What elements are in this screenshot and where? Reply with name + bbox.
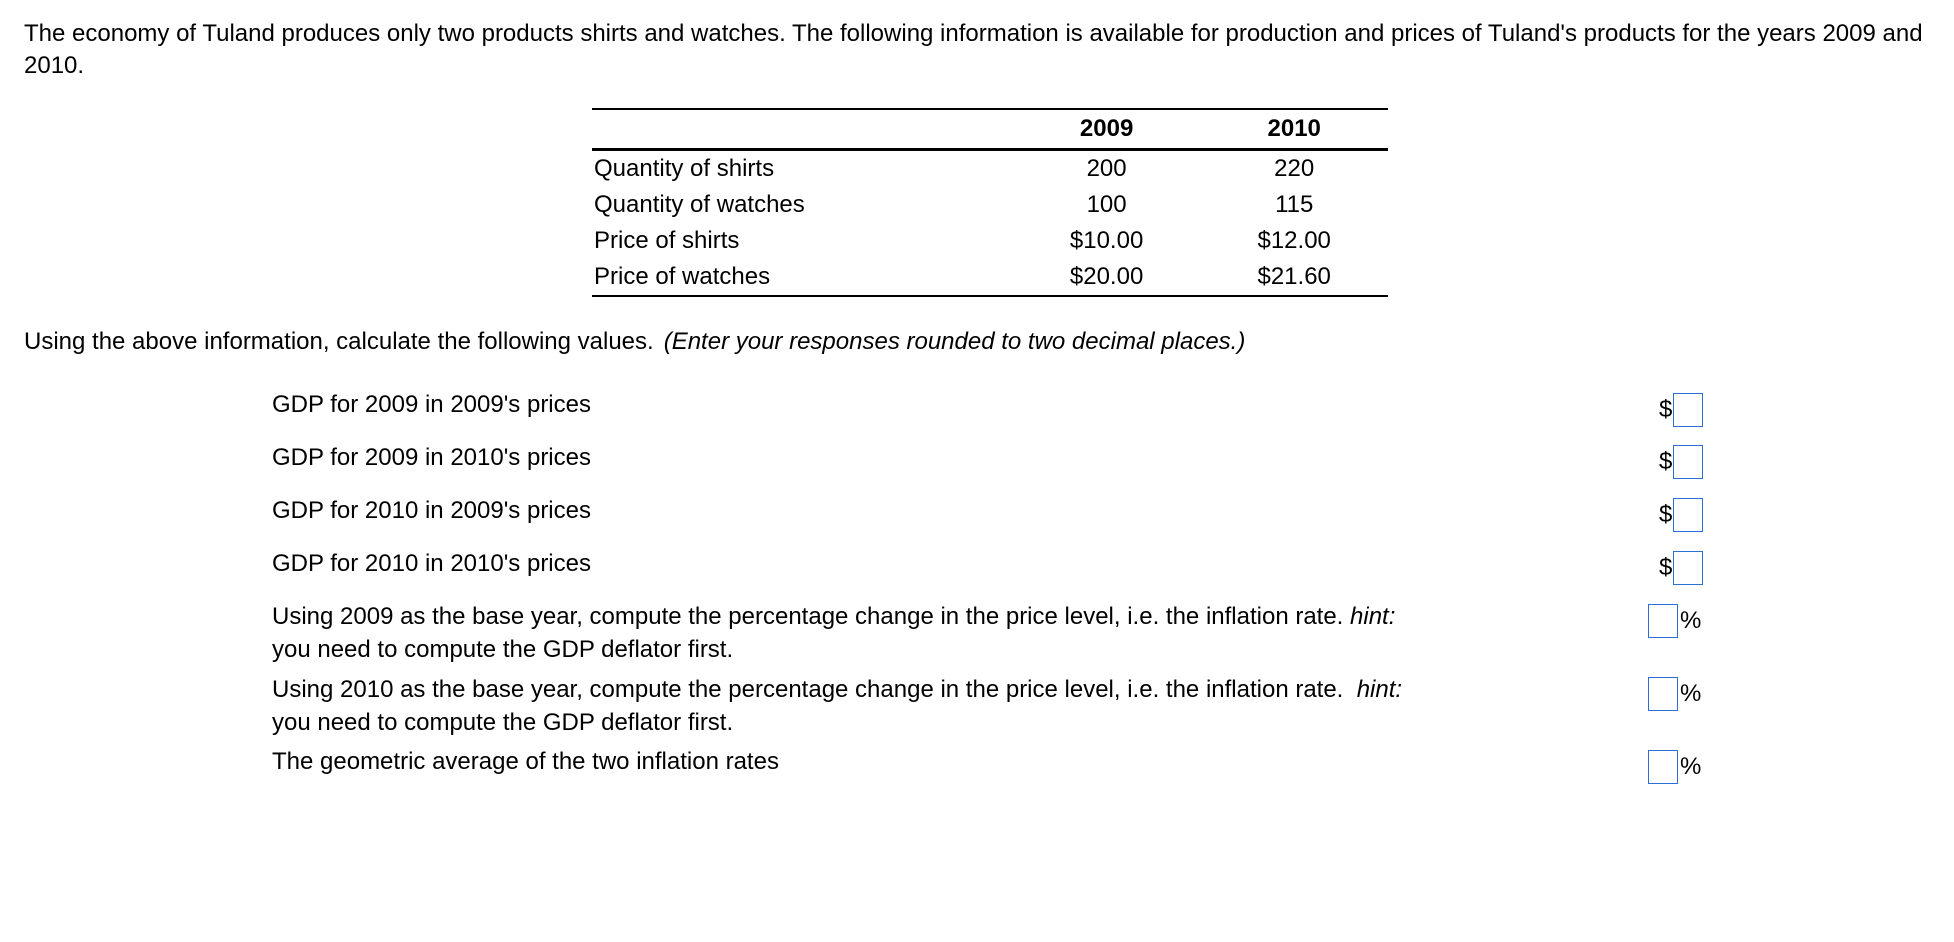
row-label: Price of watches [594, 263, 771, 290]
cell-2010: 115 [1275, 191, 1314, 218]
question-text-before: Using 2010 as the base year, compute the… [272, 676, 1344, 703]
cell-2010: 220 [1274, 155, 1315, 182]
table-row: Quantity of shirts 200 220 [592, 150, 1388, 188]
cell-2010: $12.00 [1257, 227, 1331, 254]
instruction-text: Using the above information, calculate t… [24, 328, 654, 355]
question-geometric-average: The geometric average of the two inflati… [272, 745, 1712, 778]
table-header-2009: 2009 [1079, 115, 1134, 142]
dollar-sign: $ [1659, 448, 1673, 475]
answer-inflation-base-2010: % [1648, 677, 1701, 711]
answer-gdp-2010-in-2010-prices: $ [1659, 551, 1704, 585]
question-text: GDP for 2010 in 2010's prices [272, 550, 591, 577]
question-text: Using 2010 as the base year, compute the… [272, 673, 1522, 739]
question-text: The geometric average of the two inflati… [272, 748, 779, 775]
table-header-blank [592, 109, 1013, 150]
gdp-2009-in-2009-prices-input[interactable] [1673, 393, 1704, 427]
gdp-2010-in-2009-prices-input[interactable] [1673, 498, 1704, 532]
instruction-note: (Enter your responses rounded to two dec… [663, 328, 1246, 355]
question-text: GDP for 2010 in 2009's prices [272, 497, 591, 524]
hint-label: hint: [1356, 676, 1403, 703]
question-text-after: you need to compute the GDP deflator fir… [272, 636, 734, 663]
question-gdp-2009-in-2009-prices: GDP for 2009 in 2009's prices [272, 388, 1712, 421]
question-text: Using 2009 as the base year, compute the… [272, 600, 1522, 666]
instruction: Using the above information, calculate t… [24, 326, 1245, 358]
table-header-row: 2009 2010 [592, 109, 1388, 150]
inflation-base-2010-input[interactable] [1648, 677, 1678, 711]
inflation-base-2009-input[interactable] [1648, 604, 1678, 638]
table-row: Quantity of watches 100 115 [592, 187, 1388, 223]
cell-2009: 200 [1086, 155, 1127, 182]
cell-2010: $21.60 [1257, 263, 1331, 290]
question-inflation-base-2009: Using 2009 as the base year, compute the… [272, 600, 1712, 666]
question-text: GDP for 2009 in 2010's prices [272, 444, 591, 471]
question-gdp-2010-in-2009-prices: GDP for 2010 in 2009's prices [272, 494, 1712, 527]
gdp-2009-in-2010-prices-input[interactable] [1673, 445, 1704, 479]
dollar-sign: $ [1659, 554, 1673, 581]
cell-2009: $20.00 [1069, 263, 1144, 290]
gdp-2010-in-2010-prices-input[interactable] [1673, 551, 1704, 585]
table-row: Price of watches $20.00 $21.60 [592, 259, 1388, 296]
intro-paragraph: The economy of Tuland produces only two … [24, 20, 1923, 79]
question-text-after: you need to compute the GDP deflator fir… [272, 709, 734, 736]
table-header-2010: 2010 [1267, 115, 1321, 142]
dollar-sign: $ [1659, 396, 1673, 423]
percent-sign: % [1680, 680, 1702, 707]
question-gdp-2009-in-2010-prices: GDP for 2009 in 2010's prices [272, 441, 1712, 474]
question-text-before: Using 2009 as the base year, compute the… [272, 603, 1344, 630]
cell-2009: 100 [1086, 191, 1127, 218]
row-label: Quantity of watches [594, 191, 805, 218]
answer-geometric-average: % [1648, 750, 1701, 784]
question-text: GDP for 2009 in 2009's prices [272, 391, 591, 418]
answer-gdp-2009-in-2009-prices: $ [1659, 393, 1704, 427]
question-gdp-2010-in-2010-prices: GDP for 2010 in 2010's prices [272, 547, 1712, 580]
question-inflation-base-2010: Using 2010 as the base year, compute the… [272, 673, 1712, 739]
geometric-average-input[interactable] [1648, 750, 1678, 784]
data-table: 2009 2010 Quantity of shirts 200 220 Qua… [592, 108, 1388, 297]
answer-gdp-2010-in-2009-prices: $ [1659, 498, 1704, 532]
row-label: Price of shirts [594, 227, 740, 254]
row-label: Quantity of shirts [594, 155, 775, 182]
dollar-sign: $ [1659, 501, 1673, 528]
table-row: Price of shirts $10.00 $12.00 [592, 223, 1388, 259]
percent-sign: % [1680, 753, 1702, 780]
answer-inflation-base-2009: % [1648, 604, 1701, 638]
cell-2009: $10.00 [1069, 227, 1144, 254]
hint-label: hint: [1350, 603, 1396, 630]
percent-sign: % [1680, 607, 1702, 634]
answer-gdp-2009-in-2010-prices: $ [1659, 445, 1704, 479]
